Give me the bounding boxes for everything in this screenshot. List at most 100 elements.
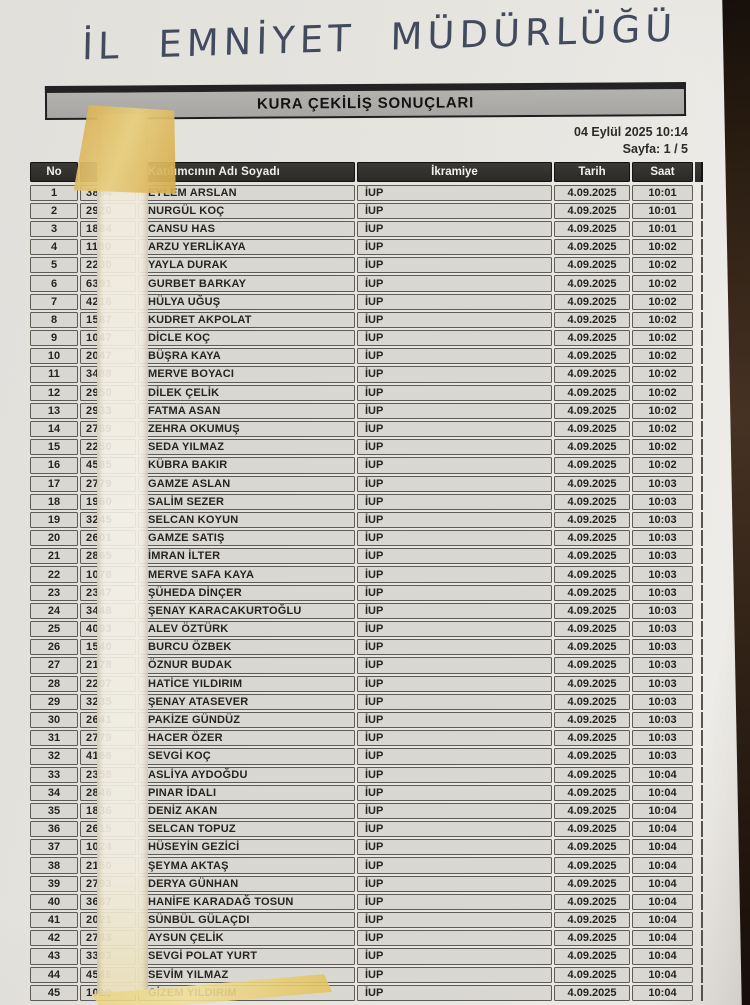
cell-name: SALİM SEZER — [138, 493, 355, 510]
table-row: 42 2743 AYSUN ÇELİK İUP 4.09.2025 10:04 — [30, 930, 703, 947]
column-header-date: Tarih — [554, 162, 630, 182]
table-outer-border — [695, 693, 703, 710]
cell-date: 4.09.2025 — [554, 384, 630, 401]
table-outer-border — [695, 457, 703, 474]
cell-prize: İUP — [357, 184, 552, 201]
cell-prize: İUP — [357, 784, 552, 801]
cell-prize: İUP — [357, 857, 552, 874]
cell-no: 41 — [30, 912, 78, 929]
cell-date: 4.09.2025 — [554, 220, 630, 238]
cell-no: 16 — [30, 457, 78, 474]
table-row: 12 2950 DİLEK ÇELİK İUP 4.09.2025 10:02 — [30, 384, 703, 401]
cell-date: 4.09.2025 — [554, 930, 630, 947]
cell-no: 6 — [30, 275, 78, 292]
table-row: 20 2601 GAMZE SATIŞ İUP 4.09.2025 10:03 — [30, 530, 703, 547]
cell-time: 10:03 — [632, 511, 693, 529]
cell-date: 4.09.2025 — [554, 511, 630, 529]
cell-date: 4.09.2025 — [554, 821, 630, 838]
cell-no: 29 — [30, 693, 78, 710]
cell-no: 28 — [30, 675, 78, 692]
column-header-no: No — [30, 162, 78, 182]
cell-prize: İUP — [357, 802, 552, 820]
cell-name: DENİZ AKAN — [138, 802, 355, 820]
table-outer-border — [695, 293, 703, 310]
cell-date: 4.09.2025 — [554, 784, 630, 801]
cell-name: HANİFE KARADAĞ TOSUN — [138, 893, 355, 910]
table-outer-border — [695, 639, 703, 656]
cell-date: 4.09.2025 — [554, 311, 630, 328]
cell-time: 10:02 — [632, 420, 693, 438]
table-outer-border — [695, 366, 703, 383]
table-outer-border — [695, 984, 703, 1001]
cell-prize: İUP — [357, 893, 552, 910]
cell-date: 4.09.2025 — [554, 348, 630, 365]
cell-no: 5 — [30, 257, 78, 274]
cell-date: 4.09.2025 — [554, 366, 630, 383]
cell-no: 33 — [30, 766, 78, 783]
cell-date: 4.09.2025 — [554, 493, 630, 510]
cell-time: 10:02 — [632, 311, 693, 328]
table-outer-border — [695, 602, 703, 619]
cell-no: 44 — [30, 966, 78, 983]
cell-date: 4.09.2025 — [554, 402, 630, 419]
cell-name: ÖZNUR BUDAK — [138, 657, 355, 674]
cell-prize: İUP — [357, 984, 552, 1001]
cell-time: 10:04 — [632, 984, 693, 1001]
cell-date: 4.09.2025 — [554, 275, 630, 292]
cell-time: 10:04 — [632, 875, 693, 892]
cell-no: 43 — [30, 948, 78, 965]
cell-name: YAYLA DURAK — [138, 257, 355, 274]
table-outer-border — [695, 875, 703, 892]
table-outer-border — [695, 475, 703, 492]
table-outer-border — [695, 493, 703, 510]
cell-date: 4.09.2025 — [554, 584, 630, 601]
cell-prize: İUP — [357, 748, 552, 765]
cell-no: 4 — [30, 239, 78, 256]
cell-prize: İUP — [357, 475, 552, 492]
cell-date: 4.09.2025 — [554, 548, 630, 565]
table-outer-border — [695, 530, 703, 547]
cell-date: 4.09.2025 — [554, 730, 630, 747]
cell-name: DERYA GÜNHAN — [138, 875, 355, 892]
table-outer-border — [695, 330, 703, 347]
print-meta: 04 Eylül 2025 10:14 Sayfa: 1 / 5 — [574, 124, 688, 158]
cell-no: 27 — [30, 657, 78, 674]
cell-no: 42 — [30, 930, 78, 947]
cell-date: 4.09.2025 — [554, 475, 630, 492]
cell-time: 10:01 — [632, 220, 693, 238]
cell-time: 10:03 — [632, 584, 693, 601]
table-row: 41 2021 SÜNBÜL GÜLAÇDI İUP 4.09.2025 10:… — [30, 912, 703, 929]
cell-no: 7 — [30, 293, 78, 310]
cell-date: 4.09.2025 — [554, 330, 630, 347]
cell-time: 10:02 — [632, 293, 693, 310]
table-row: 23 2347 ŞÜHEDA DİNÇER İUP 4.09.2025 10:0… — [30, 584, 703, 601]
table-outer-border — [695, 566, 703, 583]
table-outer-border — [695, 711, 703, 729]
cell-prize: İUP — [357, 493, 552, 510]
cell-time: 10:04 — [632, 930, 693, 947]
cell-no: 14 — [30, 420, 78, 438]
cell-prize: İUP — [357, 384, 552, 401]
table-outer-border — [695, 675, 703, 692]
cell-no: 26 — [30, 639, 78, 656]
cell-date: 4.09.2025 — [554, 711, 630, 729]
table-outer-border — [695, 275, 703, 292]
cell-time: 10:02 — [632, 384, 693, 401]
table-outer-border — [695, 202, 703, 219]
cell-name: BURCU ÖZBEK — [138, 639, 355, 656]
table-outer-border — [695, 621, 703, 638]
cell-name: AYSUN ÇELİK — [138, 930, 355, 947]
cell-time: 10:01 — [632, 184, 693, 201]
cell-name: ŞÜHEDA DİNÇER — [138, 584, 355, 601]
table-row: 13 2933 FATMA ASAN İUP 4.09.2025 10:02 — [30, 402, 703, 419]
cell-name: SEDA YILMAZ — [138, 439, 355, 456]
handwritten-title: İL EMNİYET MÜDÜRLÜĞÜ — [81, 6, 678, 69]
table-row: 18 1960 SALİM SEZER İUP 4.09.2025 10:03 — [30, 493, 703, 510]
table-row: 11 3488 MERVE BOYACI İUP 4.09.2025 10:02 — [30, 366, 703, 383]
table-outer-border — [695, 748, 703, 765]
results-title-label: KURA ÇEKİLİŞ SONUÇLARI — [256, 94, 475, 113]
cell-date: 4.09.2025 — [554, 802, 630, 820]
table-outer-border — [695, 584, 703, 601]
cell-prize: İUP — [357, 730, 552, 747]
cell-date: 4.09.2025 — [554, 420, 630, 438]
